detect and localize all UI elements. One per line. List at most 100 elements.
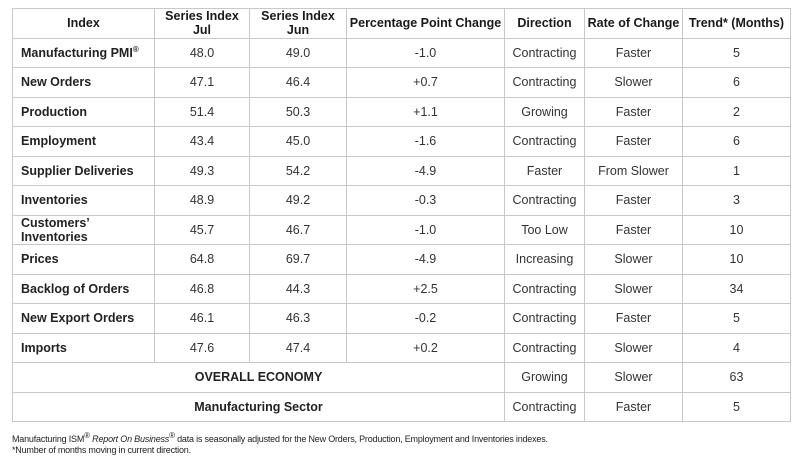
index-name-cell: Customers’ Inventories [12, 214, 155, 245]
pp-change-cell: -4.9 [346, 244, 505, 275]
header-index: Index [12, 8, 155, 39]
series-jun-cell: 54.2 [249, 155, 347, 186]
series-jun-cell: 45.0 [249, 126, 347, 157]
direction-cell: Faster [504, 155, 585, 186]
index-name-cell: Supplier Deliveries [12, 155, 155, 186]
header-direction: Direction [504, 8, 585, 39]
series-jun-cell: 69.7 [249, 244, 347, 275]
header-series-jul: Series Index Jul [154, 8, 250, 39]
pp-change-cell: +0.7 [346, 67, 505, 98]
series-jun-cell: 50.3 [249, 96, 347, 127]
table-row: Backlog of Orders 46.8 44.3 +2.5 Contracting… [12, 273, 791, 304]
rate-of-change-cell: Faster [584, 185, 683, 216]
index-name: New Orders [21, 75, 92, 90]
index-name-cell: Production [12, 96, 155, 127]
summary-label: OVERALL ECONOMY [12, 362, 505, 393]
table-row: Production 51.4 50.3 +1.1 Growing Faster 2 [12, 96, 791, 127]
pp-change-cell: -1.6 [346, 126, 505, 157]
index-name: Manufacturing PMI [21, 45, 133, 60]
header-row: Index Series Index Jul Series Index Jun … [12, 8, 791, 39]
direction-cell: Contracting [504, 391, 585, 422]
index-name: New Export Orders [21, 311, 135, 326]
index-name-cell: Manufacturing PMI® [12, 37, 155, 68]
index-name: Production [21, 104, 87, 119]
series-jul-cell: 47.6 [154, 332, 250, 363]
index-name: Employment [21, 134, 97, 149]
rate-of-change-cell: Slower [584, 244, 683, 275]
series-jun-cell: 49.0 [249, 37, 347, 68]
pp-change-cell: -0.2 [346, 303, 505, 334]
index-name-cell: New Orders [12, 67, 155, 98]
header-rate-of-change: Rate of Change [584, 8, 683, 39]
direction-cell: Growing [504, 362, 585, 393]
report-name: Report On Business [92, 434, 170, 444]
table-row: Customers’ Inventories 45.7 46.7 -1.0 Too Lo… [12, 214, 791, 245]
rate-of-change-cell: Faster [584, 391, 683, 422]
table-row: Manufacturing PMI® 48.0 49.0 -1.0 Contractin… [12, 37, 791, 68]
trend-cell: 1 [682, 155, 791, 186]
index-name: Imports [21, 340, 67, 355]
registered-mark: ® [84, 431, 90, 440]
index-name-cell: Prices [12, 244, 155, 275]
trend-cell: 6 [682, 126, 791, 157]
pp-change-cell: -4.9 [346, 155, 505, 186]
direction-cell: Growing [504, 96, 585, 127]
series-jul-cell: 49.3 [154, 155, 250, 186]
trend-cell: 3 [682, 185, 791, 216]
direction-cell: Contracting [504, 126, 585, 157]
trend-cell: 5 [682, 303, 791, 334]
index-name: Backlog of Orders [21, 281, 130, 296]
direction-cell: Contracting [504, 332, 585, 363]
rate-of-change-cell: Faster [584, 37, 683, 68]
header-trend: Trend* (Months) [682, 8, 791, 39]
trend-cell: 6 [682, 67, 791, 98]
index-name: Inventories [21, 193, 88, 208]
pp-change-cell: -1.0 [346, 214, 505, 245]
rate-of-change-cell: Faster [584, 126, 683, 157]
rate-of-change-cell: Faster [584, 214, 683, 245]
table-body: Manufacturing PMI® 48.0 49.0 -1.0 Contractin… [12, 37, 791, 422]
trend-cell: 2 [682, 96, 791, 127]
series-jul-cell: 46.1 [154, 303, 250, 334]
pp-change-cell: +0.2 [346, 332, 505, 363]
registered-mark: ® [132, 44, 139, 54]
index-name: Prices [21, 252, 59, 267]
direction-cell: Contracting [504, 67, 585, 98]
series-jul-cell: 47.1 [154, 67, 250, 98]
header-series-jun: Series Index Jun [249, 8, 347, 39]
series-jun-cell: 46.3 [249, 303, 347, 334]
rate-of-change-cell: Slower [584, 67, 683, 98]
index-name-cell: Backlog of Orders [12, 273, 155, 304]
trend-cell: 5 [682, 37, 791, 68]
index-name: Customers’ Inventories [21, 215, 90, 244]
direction-cell: Increasing [504, 244, 585, 275]
rate-of-change-cell: Faster [584, 303, 683, 334]
pp-change-cell: -0.3 [346, 185, 505, 216]
table-row: Imports 47.6 47.4 +0.2 Contracting Slower 4 [12, 332, 791, 363]
direction-cell: Contracting [504, 273, 585, 304]
series-jul-cell: 51.4 [154, 96, 250, 127]
rate-of-change-cell: From Slower [584, 155, 683, 186]
rate-of-change-cell: Slower [584, 332, 683, 363]
series-jun-cell: 47.4 [249, 332, 347, 363]
table-row: Prices 64.8 69.7 -4.9 Increasing Slower 10 [12, 244, 791, 275]
index-name-cell: New Export Orders [12, 303, 155, 334]
table-row: Employment 43.4 45.0 -1.6 Contracting Faster 6 [12, 126, 791, 157]
summary-label: Manufacturing Sector [12, 391, 505, 422]
series-jul-cell: 48.0 [154, 37, 250, 68]
direction-cell: Contracting [504, 37, 585, 68]
ism-table-container: Index Series Index Jul Series Index Jun … [12, 8, 791, 422]
series-jul-cell: 46.8 [154, 273, 250, 304]
header-pp-change: Percentage Point Change [346, 8, 505, 39]
series-jul-cell: 43.4 [154, 126, 250, 157]
series-jun-cell: 49.2 [249, 185, 347, 216]
footnote-text: data is seasonally adjusted for the New … [174, 434, 548, 444]
trend-cell: 34 [682, 273, 791, 304]
series-jun-cell: 46.7 [249, 214, 347, 245]
series-jun-cell: 46.4 [249, 67, 347, 98]
table-row: New Export Orders 46.1 46.3 -0.2 Contracting… [12, 303, 791, 334]
footnote-text: Manufacturing ISM [12, 434, 85, 444]
trend-cell: 4 [682, 332, 791, 363]
direction-cell: Contracting [504, 185, 585, 216]
direction-cell: Contracting [504, 303, 585, 334]
